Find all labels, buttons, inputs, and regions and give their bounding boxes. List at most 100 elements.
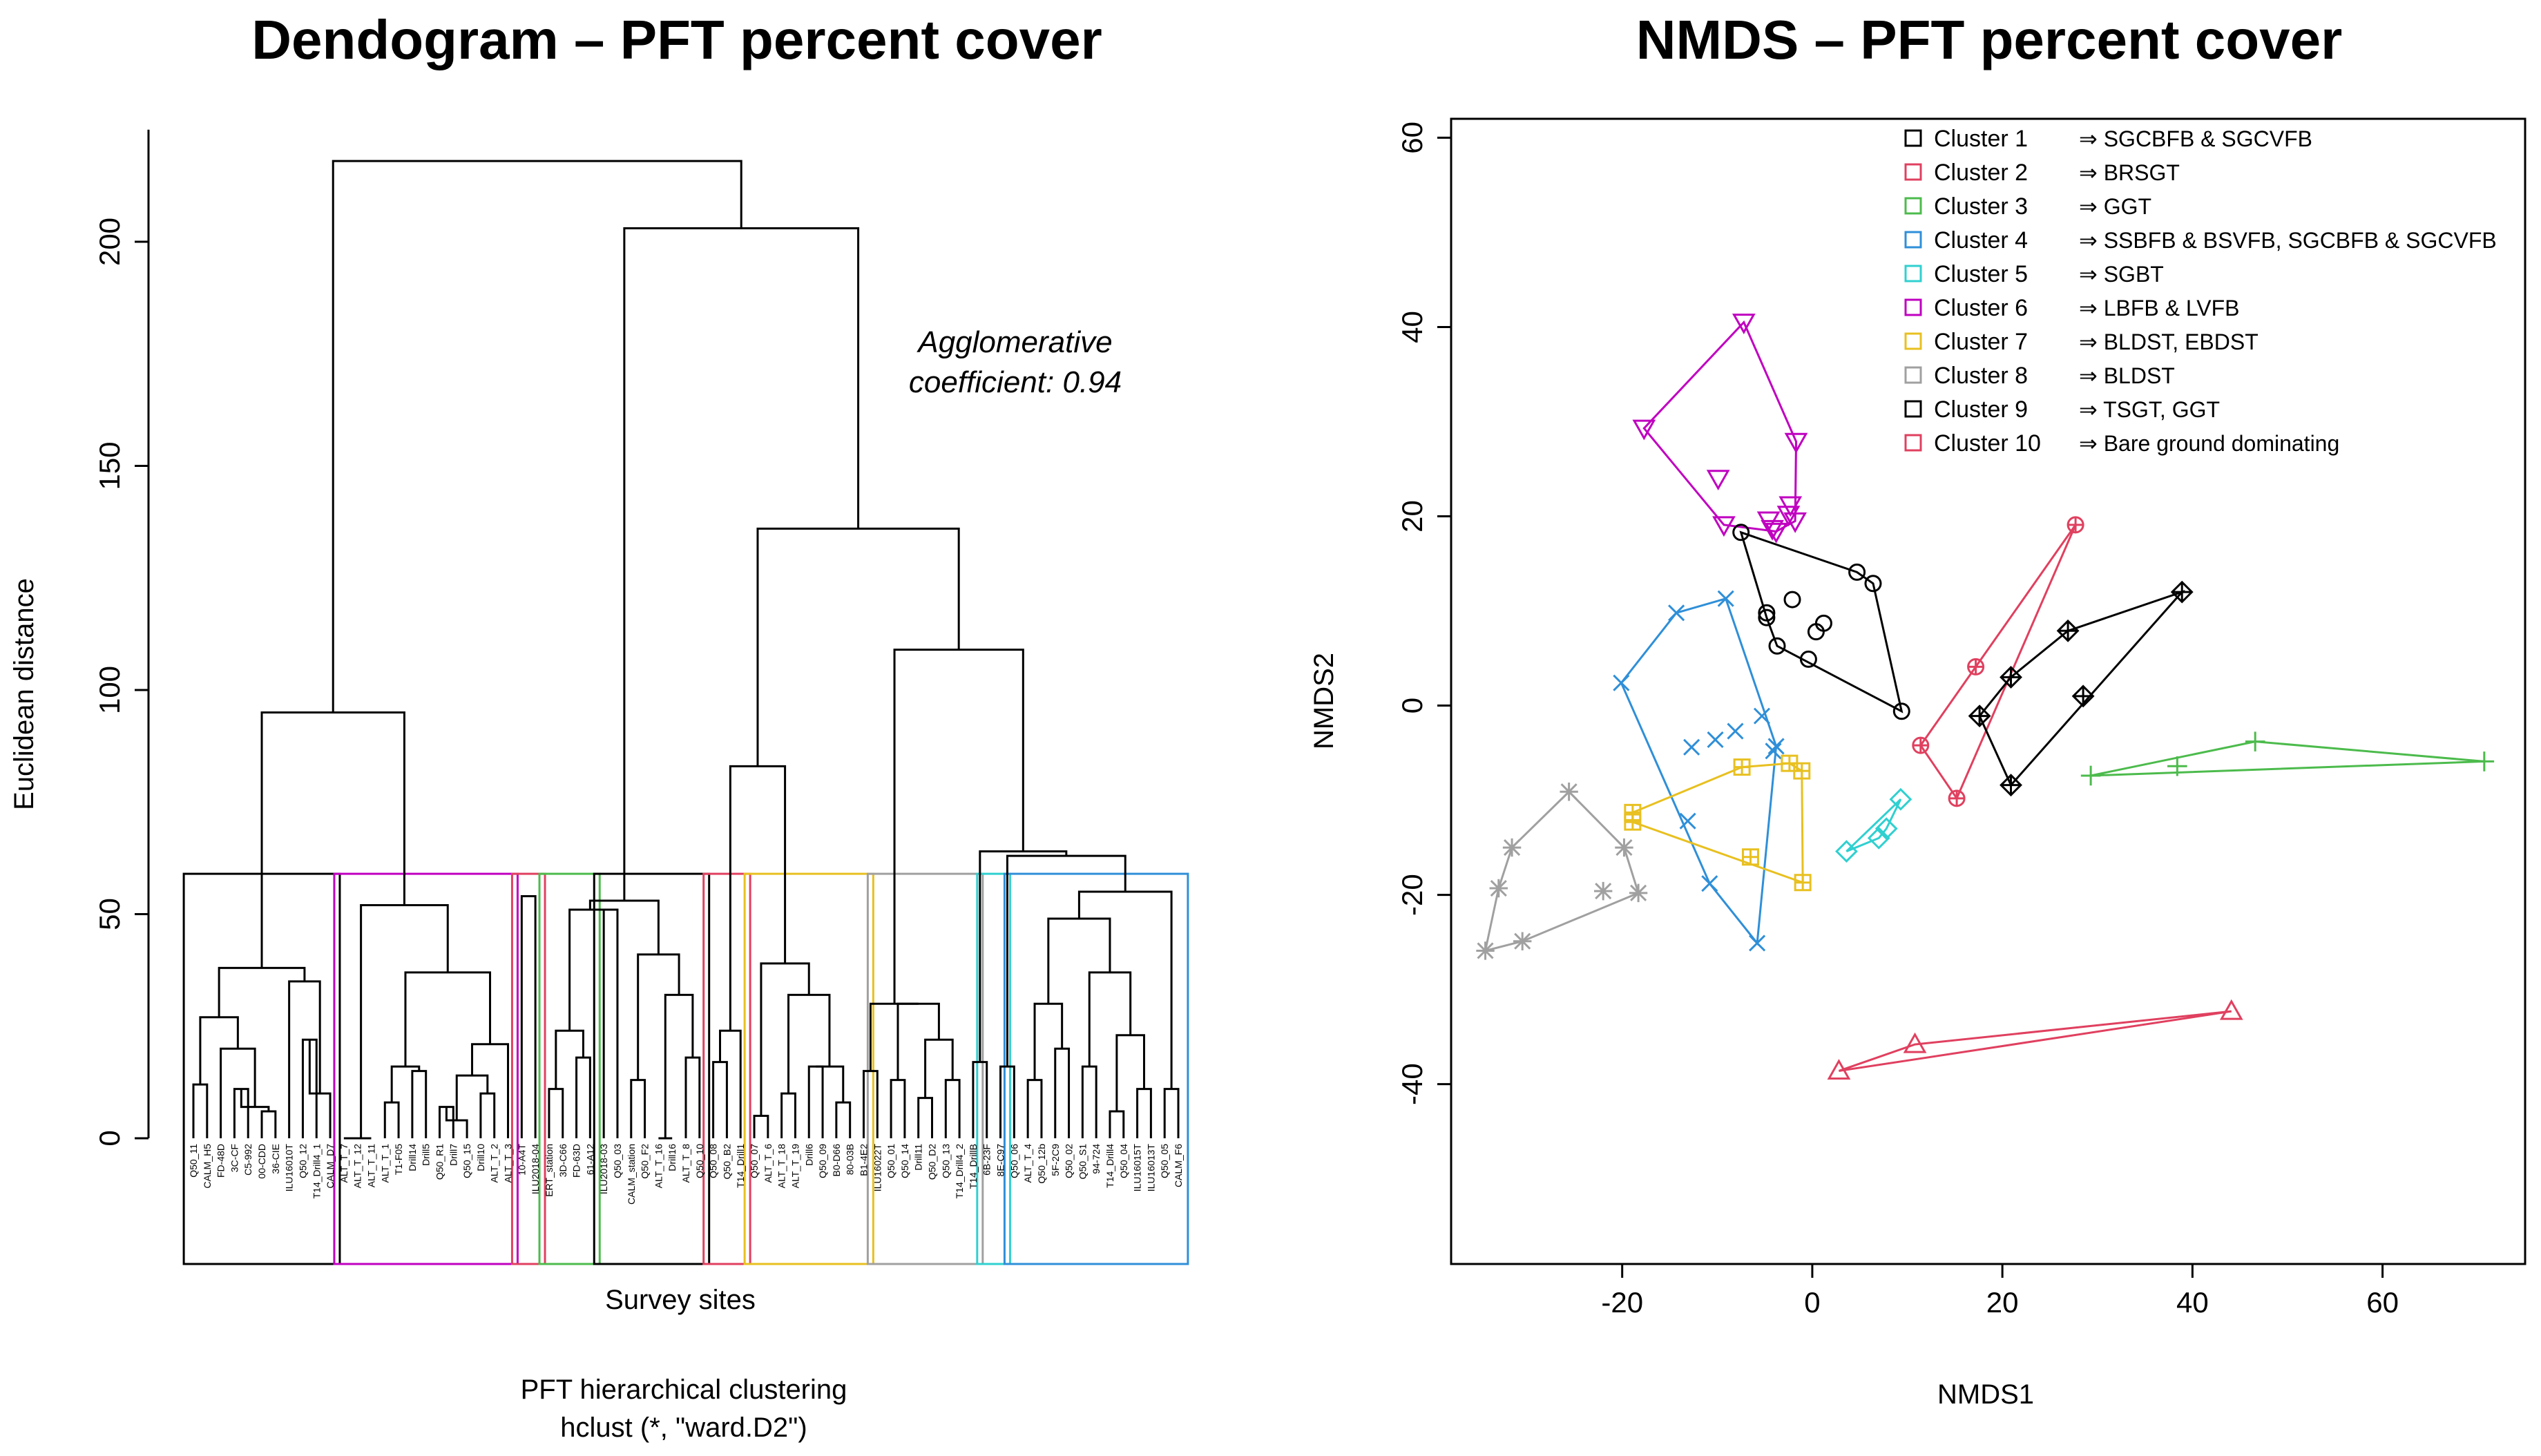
dendrogram-link [896, 1002, 940, 1080]
dendrogram-link [979, 850, 1068, 1062]
dendrogram-cluster-box [538, 872, 601, 1265]
dendrogram-leaf-label: ALT_T_1 [379, 1144, 390, 1183]
nmds-legend-label: Cluster 10 [1934, 430, 2041, 457]
dendrogram-panel: Dendogram – PFT percent cover Euclidean … [9, 9, 1189, 1443]
nmds-point [1874, 817, 1898, 841]
dendrogram-y-tick-label: 200 [93, 218, 126, 266]
dendrogram-leaf-label: ALT_T_16 [653, 1144, 664, 1189]
nmds-x-tick-label: 0 [1804, 1286, 1820, 1319]
dendrogram-cluster-box [333, 872, 519, 1265]
dendrogram-link [479, 1092, 496, 1138]
nmds-y-tick-label: 40 [1396, 311, 1428, 343]
nmds-point [1892, 702, 1910, 720]
nmds-point [2056, 619, 2080, 642]
nmds-legend-label: Cluster 9 [1934, 396, 2028, 423]
dendrogram-link [568, 908, 611, 1031]
nmds-legend-label: Cluster 1 [1934, 126, 2028, 152]
dendrogram-link [637, 953, 680, 1080]
dendrogram-leaf-label: Q50_F2 [640, 1144, 651, 1179]
dendrogram-link [999, 1065, 1015, 1138]
nmds-point [1967, 658, 1985, 676]
nmds-plot-frame [1450, 117, 2526, 1265]
dendrogram-link [548, 1088, 564, 1138]
nmds-point [1613, 674, 1630, 691]
nmds-point [1799, 650, 1817, 668]
dendrogram-link [199, 1016, 239, 1085]
nmds-point [1784, 432, 1808, 454]
nmds-legend-description: ⇒ TSGT, GGT [2079, 397, 2220, 422]
nmds-points [1476, 314, 2495, 1080]
nmds-cluster-hull [1642, 320, 1798, 533]
dendrogram-leaf-label: CALM_station [626, 1144, 637, 1205]
dendrogram-cluster-box [702, 872, 751, 1265]
dendrogram-leaf-label: ILU16010T [284, 1144, 295, 1192]
dendrogram-link [1136, 1088, 1152, 1138]
nmds-point [1712, 516, 1736, 537]
dendrogram-leaf-label: ALT_T_8 [680, 1144, 691, 1183]
dendrogram-leaf-label: B1-4E2 [858, 1144, 869, 1176]
nmds-point [1732, 524, 1750, 542]
dendrogram-leaf-label: Drill5 [421, 1144, 432, 1166]
nmds-legend-description: ⇒ LBFB & LVFB [2079, 296, 2240, 320]
dendrogram-leaf-label: CALM_H5 [202, 1144, 213, 1189]
dendrogram-leaf-label: Q50_R1 [434, 1144, 445, 1180]
nmds-point [1835, 840, 1858, 863]
nmds-legend-swatch [1904, 400, 1922, 418]
dendrogram-link [555, 1029, 584, 1089]
dendrogram-leaf-label: 00-CDD [256, 1144, 267, 1179]
dendrogram-cluster-box [866, 872, 984, 1265]
dendrogram-link [780, 1092, 796, 1138]
dendrogram-leaf-label: Q50_11 [188, 1144, 199, 1178]
nmds-point [1753, 707, 1771, 725]
dendrogram-cluster-box [976, 872, 1011, 1265]
dendrogram-leaf-label: ALT_T_2 [489, 1144, 500, 1183]
nmds-point [1560, 783, 1578, 801]
dendrogram-leaf-label: 6B-23F [981, 1144, 993, 1176]
dendrogram-leaf-label: Q50_04 [1118, 1144, 1129, 1178]
dendrogram-link [1026, 1079, 1043, 1138]
dendrogram-cluster-boxes [182, 872, 1189, 1265]
dendrogram-link [575, 1056, 591, 1138]
dendrogram-leaf-label: Drill14 [407, 1144, 418, 1171]
dendrogram-link [1109, 1110, 1125, 1138]
dendrogram-leaf-label: T14_Drill1 [735, 1144, 746, 1188]
dendrogram-leaf-label: ILU2018-03 [598, 1144, 609, 1194]
dendrogram-leaf-label: Q50_09 [817, 1144, 828, 1178]
dendrogram-link [719, 1029, 742, 1138]
nmds-point [2067, 516, 2084, 534]
dendrogram-link [411, 1070, 428, 1138]
dendrogram-cluster-box [743, 872, 874, 1265]
dendrogram-leaf-labels: Q50_11 CALM_H5 FD-48D 3C-CF C5-992 00-CDD 36-C… [188, 1144, 1184, 1205]
dendrogram-leaf-label: Q50_03 [612, 1144, 623, 1178]
nmds-point [1793, 762, 1811, 780]
dendrogram-link [972, 1061, 988, 1138]
dendrogram-leaf-label: 80-03B [845, 1144, 856, 1175]
nmds-point [1679, 812, 1696, 830]
nmds-point [1732, 314, 1756, 334]
nmds-legend-description: ⇒ BLDST [2079, 363, 2175, 388]
dendrogram-link [807, 1065, 824, 1138]
nmds-point [1912, 736, 1930, 754]
dendrogram-link [1054, 1047, 1071, 1138]
nmds-point [1741, 848, 1759, 866]
nmds-point [1764, 522, 1788, 544]
dendrogram-cluster-box [510, 872, 546, 1265]
dendrogram-link [1115, 1034, 1145, 1112]
dendrogram-y-tick-label: 0 [93, 1130, 126, 1146]
nmds-point [1717, 590, 1734, 607]
nmds-legend-swatch [1904, 332, 1922, 350]
nmds-cluster-hull [1484, 790, 1640, 952]
dendrogram-y-axis-label: Euclidean distance [9, 578, 39, 810]
nmds-point [1476, 941, 1495, 960]
nmds-point [1807, 623, 1825, 641]
nmds-point [1889, 787, 1912, 811]
dendrogram-leaf-label: Q50_08 [708, 1144, 719, 1178]
nmds-point [1593, 881, 1613, 901]
dendrogram-leaf-label: ILU2018-04 [530, 1144, 541, 1194]
nmds-x-tick-label: 20 [1986, 1286, 2019, 1319]
dendrogram-link [1033, 1002, 1064, 1080]
dendrogram-leaf-label: Q50_S1 [1077, 1144, 1088, 1180]
dendrogram-leaf-label: Q50_02 [1064, 1144, 1075, 1178]
dendrogram-leaf-label: CALM_F6 [1173, 1144, 1184, 1187]
dendrogram-subtitle-line-1: PFT hierarchical clustering [521, 1374, 847, 1405]
